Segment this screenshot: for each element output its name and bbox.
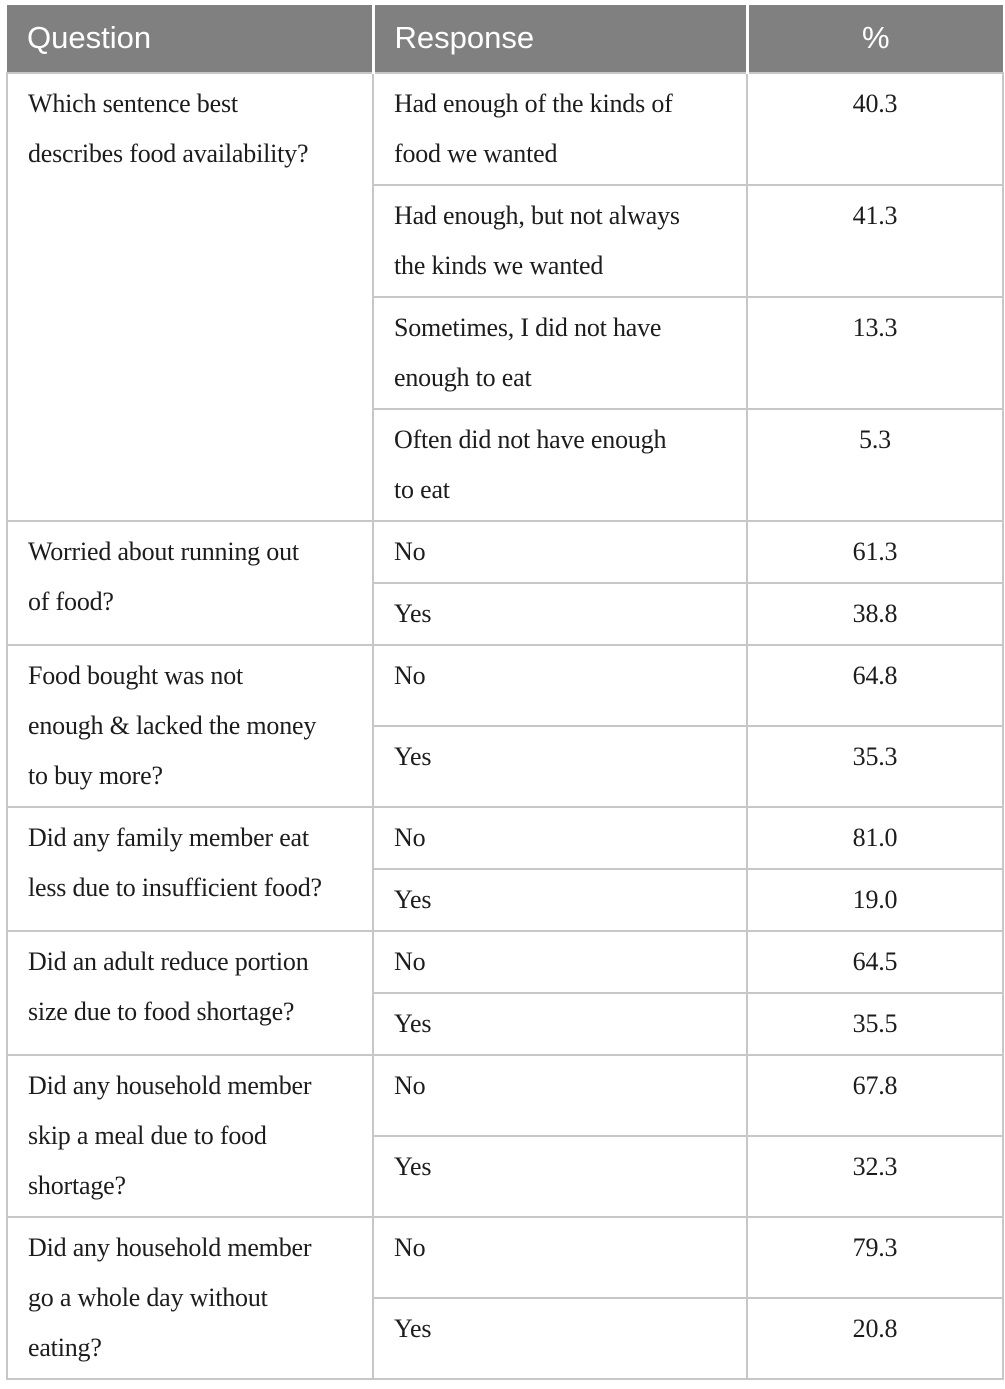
table-row: Yes 20.8: [7, 1297, 1004, 1380]
question-cell: Worried about running out of food?: [6, 520, 374, 646]
percent-cell: 20.8: [746, 1297, 1004, 1380]
question-cell: Did an adult reduce portion size due to …: [6, 930, 374, 1056]
response-cell: No: [372, 806, 748, 870]
question-cell: Did any household member skip a meal due…: [6, 1054, 374, 1218]
percent-cell: 81.0: [746, 806, 1004, 870]
percent-cell: 40.3: [746, 72, 1004, 186]
question-cell: Food bought was not enough & lacked the …: [6, 644, 374, 808]
response-cell: No: [372, 520, 748, 584]
percent-cell: 35.5: [746, 992, 1004, 1056]
percent-cell: 19.0: [746, 868, 1004, 932]
table-row: Food bought was not enough & lacked the …: [6, 644, 1004, 808]
response-cell: Had enough of the kinds of food we wante…: [372, 72, 748, 186]
table-row: Yes 38.8: [7, 582, 1004, 646]
table-row: Did an adult reduce portion size due to …: [6, 930, 1004, 1056]
response-cell: No: [372, 644, 748, 727]
percent-cell: 41.3: [746, 184, 1004, 298]
table-row: Worried about running out of food? No 61.3: [6, 520, 1004, 646]
response-cell: Often did not have enough to eat: [372, 408, 748, 522]
header-row: Question Response %: [7, 5, 1003, 73]
response-cell: No: [372, 1054, 748, 1137]
table-row: Yes 35.3: [7, 725, 1004, 808]
percent-cell: 64.5: [746, 930, 1004, 994]
response-cell: Yes: [372, 868, 748, 932]
food-security-table: Question Response % Which sentence best …: [6, 5, 1004, 1380]
percent-cell: 79.3: [746, 1216, 1004, 1299]
percent-cell: 67.8: [746, 1054, 1004, 1137]
percent-cell: 64.8: [746, 644, 1004, 727]
question-cell: Which sentence best describes food avail…: [6, 72, 374, 522]
question-cell: Did any family member eat less due to in…: [6, 806, 374, 932]
response-cell: Yes: [372, 992, 748, 1056]
header-percent: %: [745, 5, 1003, 73]
response-cell: No: [372, 1216, 748, 1299]
header-response: Response: [371, 5, 747, 73]
response-cell: Yes: [372, 1297, 748, 1380]
table-row: Did any household member skip a meal due…: [6, 1054, 1004, 1218]
response-cell: Had enough, but not always the kinds we …: [372, 184, 748, 298]
table-row: Did any household member go a whole day …: [6, 1216, 1004, 1380]
percent-cell: 35.3: [746, 725, 1004, 808]
table-row: Yes 19.0: [7, 868, 1004, 932]
table-row: Had enough, but not always the kinds we …: [7, 184, 1004, 298]
response-cell: Yes: [372, 725, 748, 808]
percent-cell: 5.3: [746, 408, 1004, 522]
response-cell: Sometimes, I did not have enough to eat: [372, 296, 748, 410]
percent-cell: 38.8: [746, 582, 1004, 646]
table-row: Did any family member eat less due to in…: [6, 806, 1004, 932]
percent-cell: 32.3: [746, 1135, 1004, 1218]
response-cell: Yes: [372, 1135, 748, 1218]
question-cell: Did any household member go a whole day …: [6, 1216, 374, 1380]
table-row: Often did not have enough to eat 5.3: [7, 408, 1004, 522]
response-cell: No: [372, 930, 748, 994]
response-cell: Yes: [372, 582, 748, 646]
table-header: Question Response %: [7, 5, 1003, 73]
header-question: Question: [7, 5, 373, 73]
table-row: Yes 35.5: [7, 992, 1004, 1056]
table-row: Yes 32.3: [7, 1135, 1004, 1218]
table-row: Sometimes, I did not have enough to eat 1…: [7, 296, 1004, 410]
percent-cell: 61.3: [746, 520, 1004, 584]
percent-cell: 13.3: [746, 296, 1004, 410]
table-body: Which sentence best describes food avail…: [6, 72, 1004, 1380]
table-row: Which sentence best describes food avail…: [6, 72, 1004, 522]
